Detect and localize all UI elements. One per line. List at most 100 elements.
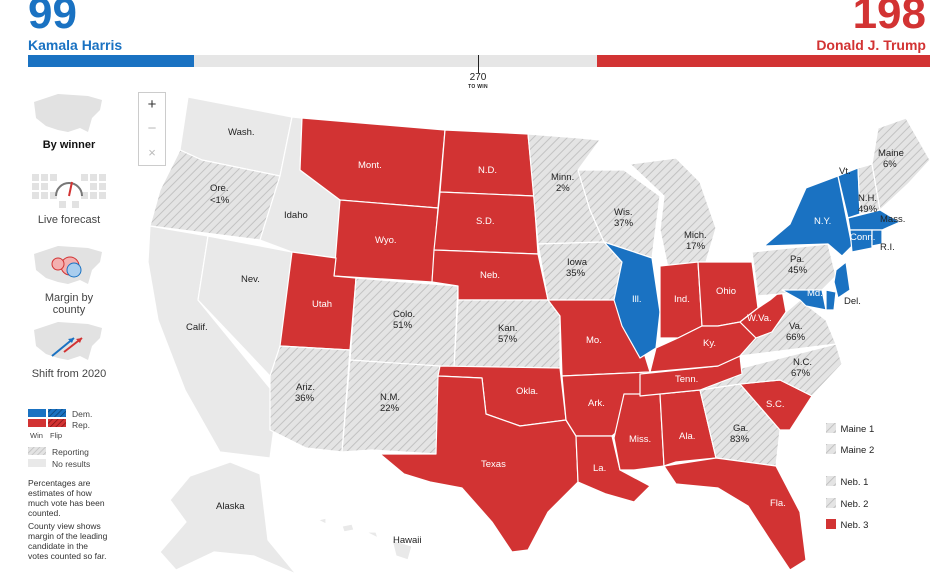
zoom-out-button[interactable]: − — [147, 120, 157, 137]
state-pennsylvania[interactable] — [751, 243, 837, 297]
view-label-live-forecast[interactable]: Live forecast — [37, 214, 101, 226]
zoom-reset-button[interactable]: × — [148, 145, 156, 160]
state-florida[interactable] — [663, 457, 807, 571]
view-shift-from-2020[interactable] — [28, 316, 110, 368]
label-minn-pct: 2% — [556, 183, 570, 194]
state-maryland[interactable] — [781, 289, 827, 311]
district-neb-2[interactable]: Neb. 2 — [826, 494, 868, 512]
label-md: Md. — [807, 288, 823, 299]
label-maine: Maine — [878, 148, 904, 159]
label-miss: Miss. — [629, 434, 651, 445]
legend-dem-label: Dem. — [72, 409, 93, 419]
district-label: Neb. 3 — [840, 520, 869, 531]
state-louisiana[interactable] — [575, 435, 651, 503]
win-threshold-number: 270 — [469, 72, 487, 83]
label-mont: Mont. — [358, 160, 382, 171]
district-neb-3[interactable]: Neb. 3 — [826, 515, 868, 533]
win-threshold-label: TO WIN — [468, 84, 488, 90]
district-swatch — [826, 422, 836, 433]
state-rhode-island[interactable] — [871, 229, 883, 247]
district-neb-1[interactable]: Neb. 1 — [826, 472, 868, 490]
label-tenn: Tenn. — [675, 374, 698, 385]
view-label-by-winner[interactable]: By winner — [42, 139, 96, 151]
label-okla: Okla. — [516, 386, 538, 397]
label-va: Va. — [789, 321, 803, 332]
view-label-shift-from-2020[interactable]: Shift from 2020 — [31, 368, 107, 380]
label-nm-pct: 22% — [380, 403, 400, 414]
dem-electoral-count: 99 — [28, 0, 77, 38]
label-ny: N.Y. — [814, 216, 831, 227]
state-connecticut[interactable] — [849, 229, 873, 253]
district-label: Neb. 1 — [840, 477, 869, 488]
legend-no-results-label: No results — [52, 459, 91, 469]
label-ala: Ala. — [679, 431, 695, 442]
state-alaska[interactable] — [159, 461, 297, 575]
margin-bubbles-icon — [34, 246, 102, 284]
legend-win-label: Win — [30, 431, 43, 440]
label-wash: Wash. — [228, 127, 255, 138]
state-arizona[interactable] — [269, 345, 351, 453]
label-wyo: Wyo. — [375, 235, 397, 246]
zoom-in-button[interactable]: + — [147, 96, 157, 113]
district-label: Maine 2 — [840, 445, 875, 456]
state-mississippi[interactable] — [613, 393, 665, 471]
label-calif: Calif. — [186, 322, 208, 333]
label-idaho: Idaho — [284, 210, 308, 221]
label-sc: S.C. — [766, 399, 784, 410]
label-mich: Mich. — [684, 230, 707, 241]
label-ore: Ore. — [210, 183, 228, 194]
label-ky: Ky. — [703, 338, 716, 349]
label-conn: Conn. — [850, 232, 875, 243]
state-north-carolina[interactable] — [699, 343, 843, 397]
view-by-winner[interactable] — [28, 88, 110, 140]
label-colo-pct: 51% — [393, 320, 413, 331]
label-ark: Ark. — [588, 398, 605, 409]
label-ind: Ind. — [674, 294, 690, 305]
district-label: Neb. 2 — [840, 499, 869, 510]
dem-candidate-name: Kamala Harris — [28, 37, 123, 53]
state-delaware[interactable] — [825, 289, 837, 311]
district-maine-2[interactable]: Maine 2 — [826, 440, 874, 458]
state-new-mexico[interactable] — [341, 359, 441, 455]
state-massachusetts[interactable] — [847, 209, 901, 231]
district-swatch — [826, 497, 836, 508]
legend-status-swatches — [28, 447, 46, 467]
label-wva: W.Va. — [747, 313, 772, 324]
label-nm: N.M. — [380, 392, 400, 403]
label-ore-pct: <1% — [210, 195, 230, 206]
electoral-bar-rep — [597, 55, 930, 67]
legend-note-percentages: Percentages are estimates of how much vo… — [28, 478, 105, 518]
state-virginia[interactable] — [739, 299, 837, 357]
state-maine[interactable] — [871, 117, 931, 211]
state-hawaii[interactable] — [317, 517, 413, 561]
state-north-dakota[interactable] — [439, 129, 535, 197]
state-kansas[interactable] — [453, 299, 561, 369]
state-texas[interactable] — [379, 375, 579, 553]
label-nd: N.D. — [478, 165, 497, 176]
district-maine-1[interactable]: Maine 1 — [826, 419, 874, 437]
district-swatch — [826, 518, 836, 529]
label-maine-pct: 6% — [883, 159, 897, 170]
view-margin-by-county[interactable] — [28, 240, 110, 292]
shift-arrows-icon — [34, 322, 102, 360]
forecast-gauge-icon — [32, 174, 106, 208]
view-label-margin-by-county[interactable]: Margin by county — [44, 292, 94, 316]
label-ri: R.I. — [880, 242, 895, 253]
legend-swatches — [28, 409, 66, 427]
label-nc: N.C. — [793, 357, 812, 368]
label-va-pct: 66% — [786, 332, 806, 343]
view-live-forecast[interactable] — [28, 164, 110, 216]
state-new-york[interactable] — [763, 175, 853, 257]
state-illinois[interactable] — [603, 241, 661, 359]
label-del: Del. — [844, 296, 861, 307]
label-nc-pct: 67% — [791, 368, 811, 379]
label-texas: Texas — [481, 459, 506, 470]
label-kan-pct: 57% — [498, 334, 518, 345]
state-new-jersey[interactable] — [833, 261, 851, 299]
label-ohio: Ohio — [716, 286, 736, 297]
label-ga-pct: 83% — [730, 434, 750, 445]
rep-electoral-count: 198 — [852, 0, 926, 38]
label-nj: N.J. — [852, 271, 869, 282]
label-sd: S.D. — [476, 216, 494, 227]
